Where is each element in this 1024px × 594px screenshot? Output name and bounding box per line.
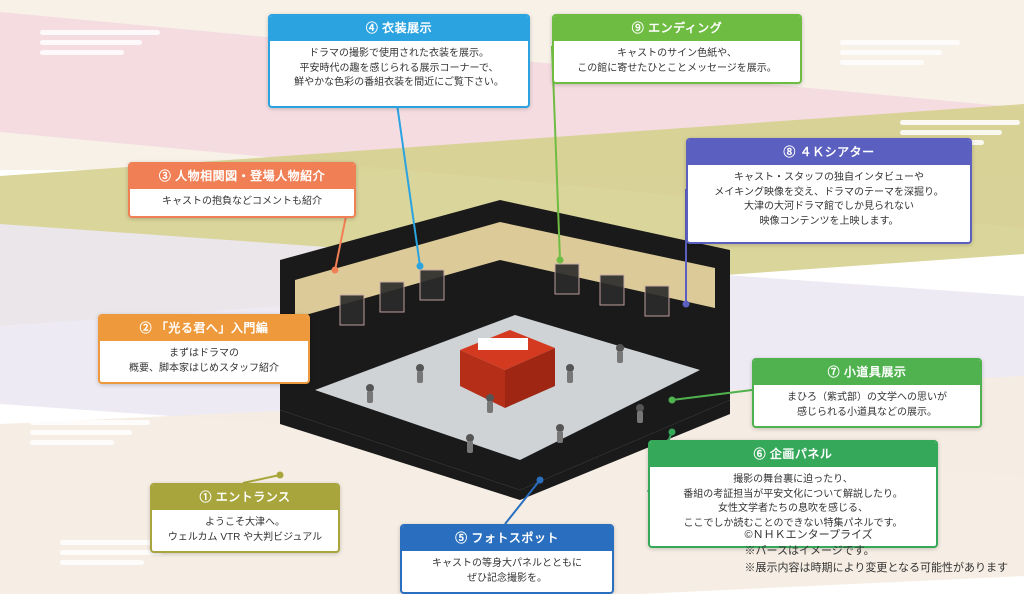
callout-body: キャストのサイン色紙や、この館に寄せたひとことメッセージを展示。	[554, 41, 800, 82]
callout-1: ① エントランスようこそ大津へ。ウェルカム VTR や大判ビジュアル	[150, 483, 340, 553]
callout-title: ⑨ エンディング	[554, 16, 800, 41]
callout-title: ② 「光る君へ」入門編	[100, 316, 308, 341]
callout-title: ⑦ 小道具展示	[754, 360, 980, 385]
callout-8: ⑧ ４Ｋシアターキャスト・スタッフの独自インタビューやメイキング映像を交え、ドラ…	[686, 138, 972, 244]
callout-body: キャストの等身大パネルとともにぜひ記念撮影を。	[402, 551, 612, 592]
callout-2: ② 「光る君へ」入門編まずはドラマの概要、脚本家はじめスタッフ紹介	[98, 314, 310, 384]
footnotes: ©ＮＨＫエンタープライズ※パースはイメージです。※展示内容は時期により変更となる…	[745, 527, 1008, 577]
callout-body: まずはドラマの概要、脚本家はじめスタッフ紹介	[100, 341, 308, 382]
callout-4: ④ 衣装展示ドラマの撮影で使用された衣装を展示。平安時代の趣を感じられる展示コー…	[268, 14, 530, 108]
stage: ① エントランスようこそ大津へ。ウェルカム VTR や大判ビジュアル ② 「光る君…	[0, 0, 1024, 594]
callout-title: ⑥ 企画パネル	[650, 442, 936, 467]
callout-7: ⑦ 小道具展示まひろ（紫式部）の文学への思いが感じられる小道具などの展示。	[752, 358, 982, 428]
callout-body: まひろ（紫式部）の文学への思いが感じられる小道具などの展示。	[754, 385, 980, 426]
callout-title: ① エントランス	[152, 485, 338, 510]
footnote-line: ※パースはイメージです。	[745, 543, 1008, 560]
callout-body: ドラマの撮影で使用された衣装を展示。平安時代の趣を感じられる展示コーナーで、鮮や…	[270, 41, 528, 97]
footnote-line: ©ＮＨＫエンタープライズ	[745, 527, 1008, 544]
callout-body: キャストの抱負などコメントも紹介	[130, 189, 354, 216]
callout-body: キャスト・スタッフの独自インタビューやメイキング映像を交え、ドラマのテーマを深掘…	[688, 165, 970, 235]
callout-title: ⑧ ４Ｋシアター	[688, 140, 970, 165]
callout-9: ⑨ エンディングキャストのサイン色紙や、この館に寄せたひとことメッセージを展示。	[552, 14, 802, 84]
callout-5: ⑤ フォトスポットキャストの等身大パネルとともにぜひ記念撮影を。	[400, 524, 614, 594]
room-3d	[260, 200, 730, 480]
callout-body: ようこそ大津へ。ウェルカム VTR や大判ビジュアル	[152, 510, 338, 551]
footnote-line: ※展示内容は時期により変更となる可能性があります	[745, 560, 1008, 577]
callout-title: ④ 衣装展示	[270, 16, 528, 41]
callout-3: ③ 人物相関図・登場人物紹介キャストの抱負などコメントも紹介	[128, 162, 356, 218]
callout-title: ③ 人物相関図・登場人物紹介	[130, 164, 354, 189]
callout-title: ⑤ フォトスポット	[402, 526, 612, 551]
